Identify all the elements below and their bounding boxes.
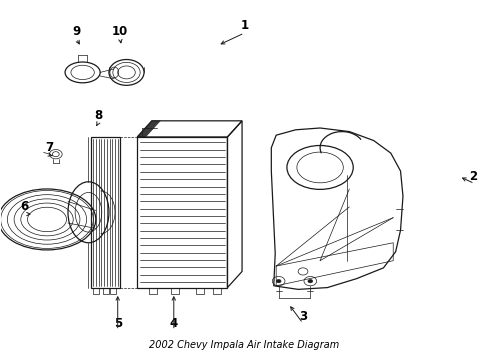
Text: 7: 7 <box>45 141 53 154</box>
Text: 8: 8 <box>94 109 102 122</box>
Text: 3: 3 <box>298 310 306 323</box>
Text: 2002 Chevy Impala Air Intake Diagram: 2002 Chevy Impala Air Intake Diagram <box>149 340 339 350</box>
Text: 9: 9 <box>72 25 80 38</box>
Text: 4: 4 <box>169 317 178 330</box>
Text: 10: 10 <box>112 25 128 38</box>
Circle shape <box>307 279 312 283</box>
Circle shape <box>276 279 281 283</box>
Text: 2: 2 <box>468 170 476 183</box>
Text: 5: 5 <box>113 317 122 330</box>
Text: 1: 1 <box>240 19 248 32</box>
Text: 6: 6 <box>20 201 28 213</box>
